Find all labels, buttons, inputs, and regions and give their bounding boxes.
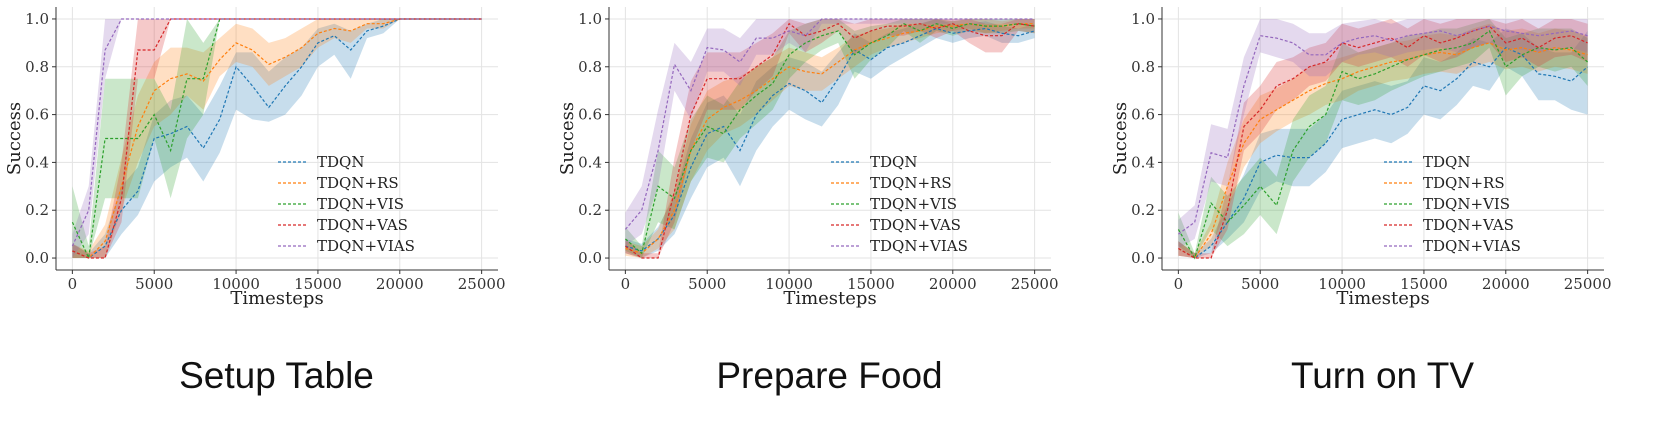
x-tick-label: 25000 [458, 275, 506, 293]
y-tick-label: 0.4 [25, 153, 49, 171]
band-tdqn [625, 19, 1035, 258]
x-tick-label: 20000 [1482, 275, 1530, 293]
legend-label-tdqn: TDQN [1423, 153, 1470, 171]
legend-label-tdqn-vas: TDQN+VAS [317, 216, 408, 234]
series-line-tdqn [1178, 46, 1588, 259]
series-line-tdqn-vias [71, 18, 482, 247]
legend-label-tdqn-rs: TDQN+RS [1423, 174, 1505, 192]
legend-label-tdqn-vias: TDQN+VIAS [1423, 237, 1521, 255]
legend-label-tdqn: TDQN [870, 153, 917, 171]
legend-label-tdqn-vias: TDQN+VIAS [870, 237, 968, 255]
x-tick-label: 10000 [1318, 275, 1366, 293]
y-tick-label: 0.0 [578, 249, 602, 267]
band-tdqn-vis [1178, 19, 1588, 258]
y-tick-label: 0.8 [1131, 58, 1155, 76]
x-tick-label: 0 [68, 275, 78, 293]
band-tdqn-vias [1178, 19, 1588, 249]
legend-label-tdqn-vis: TDQN+VIS [870, 195, 957, 213]
x-axis-label: Timesteps [230, 288, 323, 309]
series-line-tdqn-vis [1177, 29, 1588, 260]
y-tick-label: 0.2 [1131, 201, 1155, 219]
band-tdqn-rs [625, 19, 1035, 258]
legend-label-tdqn-vis: TDQN+VIS [1423, 195, 1510, 213]
x-tick-label: 5000 [135, 275, 173, 293]
x-axis-label: Timesteps [783, 288, 876, 309]
legend-label-tdqn-vas: TDQN+VAS [1423, 216, 1514, 234]
x-tick-label: 0 [621, 275, 631, 293]
x-tick-label: 20000 [929, 275, 977, 293]
y-tick-label: 0.2 [578, 201, 602, 219]
x-tick-label: 10000 [212, 275, 260, 293]
y-tick-label: 0.0 [1131, 249, 1155, 267]
y-tick-label: 0.6 [25, 106, 49, 124]
band-tdqn-vias [72, 19, 482, 258]
series-line-tdqn-vis [625, 23, 1035, 255]
band-tdqn-vis [625, 19, 1035, 258]
x-tick-label: 15000 [294, 275, 342, 293]
band-tdqn-vas [72, 19, 482, 258]
series-line-tdqn-vas [1178, 25, 1588, 259]
legend-label-tdqn-vis: TDQN+VIS [317, 195, 404, 213]
chart-title-turn-on-tv: Turn on TV [1290, 355, 1475, 396]
series-line-tdqn-vas [625, 22, 1035, 259]
chart-panel-turn-on-tv: 0 5000 10000 15000 20000 25000 0.0 0.2 0.4 0.6 0.8… [1106, 0, 1659, 424]
x-axis-label: Timesteps [1336, 288, 1429, 309]
y-axis-label: Success [557, 102, 578, 175]
chart-title-prepare-food: Prepare Food [716, 355, 943, 396]
chart-prepare-food: 0 5000 10000 15000 20000 25000 0.0 0.2 0.4 0.6 0.8… [557, 7, 1059, 309]
y-tick-label: 0.4 [1131, 153, 1155, 171]
chart-title-setup-table: Setup Table [179, 355, 374, 396]
x-tick-label: 15000 [847, 275, 895, 293]
x-tick-label: 15000 [1400, 275, 1448, 293]
band-tdqn [1178, 28, 1588, 258]
legend: TDQN TDQN+RS TDQN+VIS TDQN+VAS TDQN+VIAS [1384, 153, 1521, 255]
y-tick-label: 0.0 [25, 249, 49, 267]
x-tick-label: 5000 [688, 275, 726, 293]
legend: TDQN TDQN+RS TDQN+VIS TDQN+VAS TDQN+VIAS [831, 153, 968, 255]
band-tdqn-rs [72, 19, 482, 258]
x-tick-label: 0 [1174, 275, 1184, 293]
series-line-tdqn-vias [624, 18, 1035, 230]
y-tick-label: 0.4 [578, 153, 602, 171]
series-line-tdqn-rs [1178, 42, 1588, 259]
y-tick-label: 0.2 [25, 201, 49, 219]
legend-label-tdqn-rs: TDQN+RS [317, 174, 399, 192]
legend: TDQN TDQN+RS TDQN+VIS TDQN+VAS TDQN+VIAS [278, 153, 415, 255]
legend-label-tdqn-vias: TDQN+VIAS [317, 237, 415, 255]
x-tick-label: 20000 [376, 275, 424, 293]
chart-panel-setup-table: 0 5000 10000 15000 20000 25000 0.0 0.2 0.4 0.6 0.8… [0, 0, 553, 424]
series-line-tdqn-vias [1178, 25, 1588, 235]
x-tick-label: 5000 [1241, 275, 1279, 293]
x-tick-label: 25000 [1564, 275, 1612, 293]
y-axis-label: Success [1110, 102, 1131, 175]
y-tick-label: 0.6 [578, 106, 602, 124]
x-tick-label: 25000 [1011, 275, 1059, 293]
band-tdqn-vas [625, 19, 1035, 258]
legend-label-tdqn-vas: TDQN+VAS [870, 216, 961, 234]
band-tdqn-vas [1178, 19, 1588, 258]
y-axis-label: Success [4, 102, 25, 175]
y-tick-label: 1.0 [578, 10, 602, 28]
chart-turn-on-tv: 0 5000 10000 15000 20000 25000 0.0 0.2 0.4 0.6 0.8… [1110, 7, 1612, 309]
series-line-tdqn [72, 18, 482, 259]
y-tick-label: 0.8 [578, 58, 602, 76]
y-tick-label: 1.0 [25, 10, 49, 28]
x-tick-label: 10000 [765, 275, 813, 293]
chart-panel-prepare-food: 0 5000 10000 15000 20000 25000 0.0 0.2 0.4 0.6 0.8… [553, 0, 1106, 424]
y-tick-label: 0.8 [25, 58, 49, 76]
legend-label-tdqn-rs: TDQN+RS [870, 174, 952, 192]
y-tick-label: 1.0 [1131, 10, 1155, 28]
legend-label-tdqn: TDQN [317, 153, 364, 171]
chart-setup-table: 0 5000 10000 15000 20000 25000 0.0 0.2 0.4 0.6 0.8… [4, 7, 506, 309]
y-tick-label: 0.6 [1131, 106, 1155, 124]
